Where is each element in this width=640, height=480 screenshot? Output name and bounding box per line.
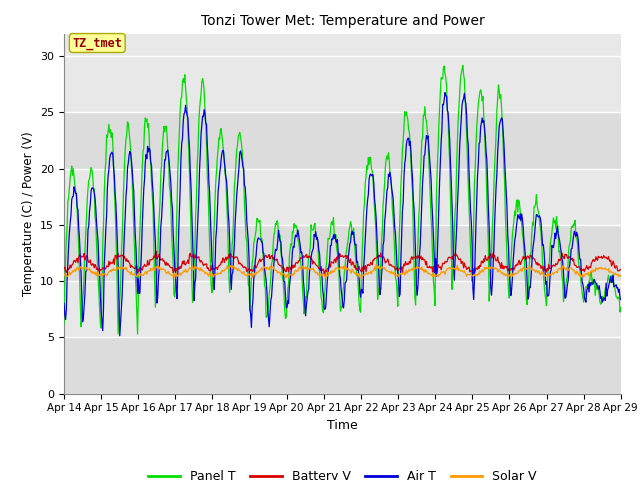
Legend: Panel T, Battery V, Air T, Solar V: Panel T, Battery V, Air T, Solar V bbox=[143, 465, 541, 480]
Bar bbox=[64, 112, 621, 168]
Bar bbox=[64, 337, 621, 394]
Bar bbox=[64, 56, 621, 112]
X-axis label: Time: Time bbox=[327, 419, 358, 432]
Bar bbox=[64, 168, 621, 225]
Bar bbox=[64, 225, 621, 281]
Bar bbox=[64, 281, 621, 337]
Y-axis label: Temperature (C) / Power (V): Temperature (C) / Power (V) bbox=[22, 132, 35, 296]
Title: Tonzi Tower Met: Temperature and Power: Tonzi Tower Met: Temperature and Power bbox=[200, 14, 484, 28]
Text: TZ_tmet: TZ_tmet bbox=[72, 36, 122, 49]
